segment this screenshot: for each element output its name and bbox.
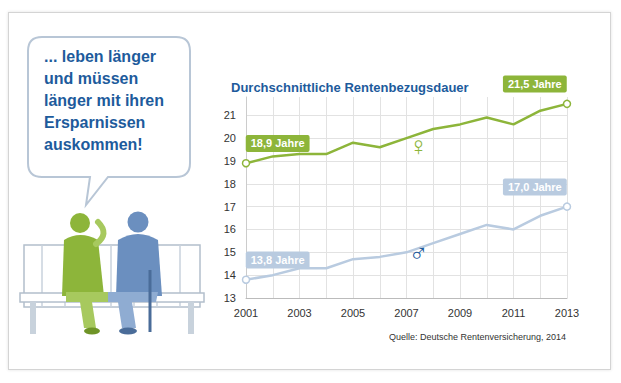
svg-text:2013: 2013 [555, 307, 579, 319]
svg-text:auskommen!: auskommen! [44, 136, 143, 153]
svg-text:17: 17 [224, 201, 236, 213]
svg-text:♂: ♂ [409, 237, 429, 267]
svg-text:2005: 2005 [341, 307, 365, 319]
svg-text:18,9 Jahre: 18,9 Jahre [251, 137, 305, 149]
svg-text:13,8 Jahre: 13,8 Jahre [251, 254, 305, 266]
svg-text:... leben länger: ... leben länger [44, 48, 156, 65]
svg-text:19: 19 [224, 155, 236, 167]
svg-text:2001: 2001 [234, 307, 258, 319]
svg-text:2007: 2007 [394, 307, 418, 319]
svg-text:15: 15 [224, 246, 236, 258]
svg-text:16: 16 [224, 223, 236, 235]
svg-text:18: 18 [224, 178, 236, 190]
svg-text:Quelle: Deutsche Rentenversich: Quelle: Deutsche Rentenversicherung, 201… [389, 332, 566, 342]
svg-text:17,0 Jahre: 17,0 Jahre [508, 181, 562, 193]
svg-text:länger mit ihren: länger mit ihren [44, 92, 164, 109]
svg-text:2009: 2009 [448, 307, 472, 319]
svg-text:13: 13 [224, 292, 236, 304]
svg-text:21,5 Jahre: 21,5 Jahre [508, 78, 562, 90]
svg-text:20: 20 [224, 132, 236, 144]
svg-text:2011: 2011 [502, 307, 526, 319]
svg-text:Ersparnissen: Ersparnissen [44, 114, 145, 131]
svg-text:♀: ♀ [409, 131, 429, 161]
svg-text:2003: 2003 [287, 307, 311, 319]
svg-text:Durchschnittliche Rentenbezugs: Durchschnittliche Rentenbezugsdauer [231, 80, 469, 95]
svg-text:21: 21 [224, 109, 236, 121]
svg-text:und müssen: und müssen [44, 70, 138, 87]
svg-text:14: 14 [224, 269, 236, 281]
